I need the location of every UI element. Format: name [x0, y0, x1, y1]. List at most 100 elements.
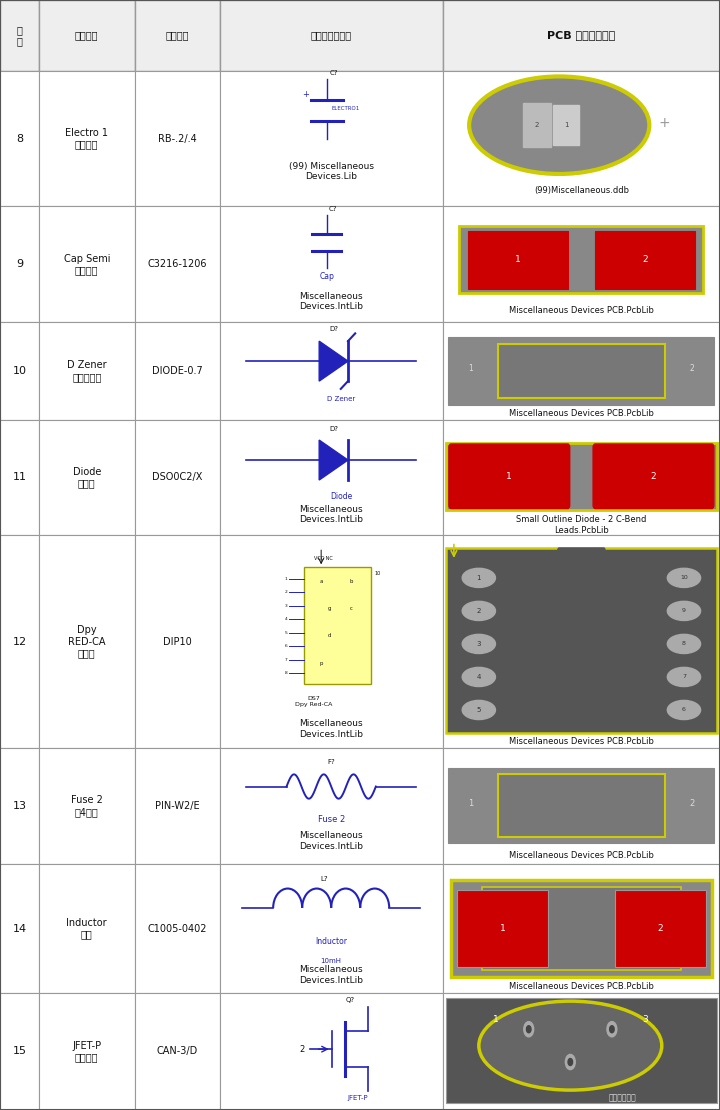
Text: 4: 4: [284, 617, 287, 622]
Bar: [449, 336, 714, 405]
Polygon shape: [319, 440, 348, 480]
Text: 1: 1: [492, 1016, 498, 1025]
Ellipse shape: [479, 1001, 662, 1090]
Text: Miscellaneous
Devices.IntLib: Miscellaneous Devices.IntLib: [300, 505, 363, 524]
Bar: [498, 344, 665, 398]
Polygon shape: [319, 341, 348, 381]
Ellipse shape: [667, 700, 701, 719]
Bar: [0, 748, 39, 864]
Circle shape: [607, 1021, 617, 1037]
Bar: [468, 231, 567, 289]
Ellipse shape: [462, 568, 495, 587]
Text: g: g: [328, 606, 331, 611]
Text: 1: 1: [564, 122, 569, 128]
Text: VCC NC: VCC NC: [315, 556, 333, 561]
Bar: [443, 535, 720, 748]
Text: 8: 8: [682, 642, 686, 646]
Text: CAN-3/D: CAN-3/D: [156, 1047, 198, 1057]
Bar: [615, 890, 706, 967]
Bar: [39, 0, 135, 71]
Text: Miscellaneous
Devices.IntLib: Miscellaneous Devices.IntLib: [300, 719, 363, 739]
Bar: [446, 998, 717, 1103]
Bar: [135, 535, 220, 748]
Bar: [220, 420, 443, 535]
Text: Inductor: Inductor: [315, 937, 347, 946]
Text: Miscellaneous
Devices.IntLib: Miscellaneous Devices.IntLib: [300, 966, 363, 985]
FancyBboxPatch shape: [593, 444, 714, 508]
Bar: [39, 206, 135, 322]
Ellipse shape: [462, 634, 495, 654]
Text: ELECTRO1: ELECTRO1: [331, 107, 359, 111]
Text: C3216-1206: C3216-1206: [148, 260, 207, 270]
Text: 9: 9: [16, 260, 23, 270]
Text: 6: 6: [682, 707, 686, 713]
Circle shape: [523, 1021, 534, 1037]
Text: D?: D?: [330, 426, 339, 432]
Text: 元件名称: 元件名称: [75, 30, 99, 40]
Text: D?: D?: [330, 326, 339, 332]
Text: F?: F?: [328, 759, 335, 765]
Text: Diode: Diode: [330, 492, 353, 502]
Bar: [39, 993, 135, 1110]
Text: 4: 4: [477, 674, 481, 680]
Text: Q?: Q?: [346, 997, 355, 1003]
Bar: [135, 748, 220, 864]
Text: 10: 10: [12, 366, 27, 376]
FancyBboxPatch shape: [449, 444, 570, 508]
Bar: [220, 535, 443, 748]
Bar: [220, 322, 443, 420]
Text: JFET-P: JFET-P: [348, 1094, 368, 1101]
Text: PIN-W2/E: PIN-W2/E: [155, 801, 199, 811]
Bar: [459, 226, 703, 293]
Circle shape: [610, 1026, 614, 1032]
Text: Electro 1
电解电容: Electro 1 电解电容: [66, 128, 108, 150]
Text: 13: 13: [12, 801, 27, 811]
Text: Miscellaneous
Devices.IntLib: Miscellaneous Devices.IntLib: [300, 831, 363, 850]
Bar: [39, 864, 135, 993]
Text: 3: 3: [642, 1016, 648, 1025]
Bar: [135, 71, 220, 206]
Text: 1: 1: [468, 364, 473, 373]
Bar: [443, 71, 720, 206]
Text: 10mH: 10mH: [320, 958, 342, 965]
Ellipse shape: [667, 568, 701, 587]
Text: 14: 14: [12, 924, 27, 934]
Bar: [220, 206, 443, 322]
Text: Small Outline Diode - 2 C-Bend
Leads.PcbLib: Small Outline Diode - 2 C-Bend Leads.Pcb…: [516, 515, 647, 535]
Text: 5: 5: [284, 630, 287, 635]
Text: 1: 1: [477, 575, 481, 581]
Text: 2: 2: [651, 472, 657, 481]
Text: +: +: [659, 115, 670, 130]
Bar: [0, 71, 39, 206]
Text: Cap: Cap: [319, 272, 334, 282]
Ellipse shape: [667, 667, 701, 687]
Text: 8: 8: [16, 133, 23, 144]
Bar: [135, 420, 220, 535]
Bar: [482, 887, 681, 970]
Circle shape: [526, 1026, 531, 1032]
FancyBboxPatch shape: [558, 548, 605, 565]
Text: Fuse 2: Fuse 2: [318, 816, 345, 825]
Bar: [220, 864, 443, 993]
Text: d: d: [328, 633, 331, 638]
Text: 3: 3: [284, 604, 287, 608]
Bar: [595, 231, 695, 289]
Text: 序
号: 序 号: [17, 24, 22, 47]
Text: (99)Miscellaneous.ddb: (99)Miscellaneous.ddb: [534, 185, 629, 194]
Text: c: c: [350, 606, 353, 611]
Bar: [39, 535, 135, 748]
Bar: [39, 420, 135, 535]
Bar: [443, 322, 720, 420]
Text: C?: C?: [329, 206, 338, 212]
Text: Inductor
电感: Inductor 电感: [66, 918, 107, 939]
Text: 3: 3: [477, 640, 481, 647]
Text: C?: C?: [330, 70, 338, 77]
Text: 9: 9: [682, 608, 686, 614]
Bar: [0, 535, 39, 748]
Ellipse shape: [469, 77, 649, 174]
Ellipse shape: [667, 602, 701, 620]
Text: DIP10: DIP10: [163, 637, 192, 647]
Text: 10: 10: [374, 571, 381, 576]
Text: 封装名称: 封装名称: [166, 30, 189, 40]
Text: L?: L?: [320, 876, 328, 882]
